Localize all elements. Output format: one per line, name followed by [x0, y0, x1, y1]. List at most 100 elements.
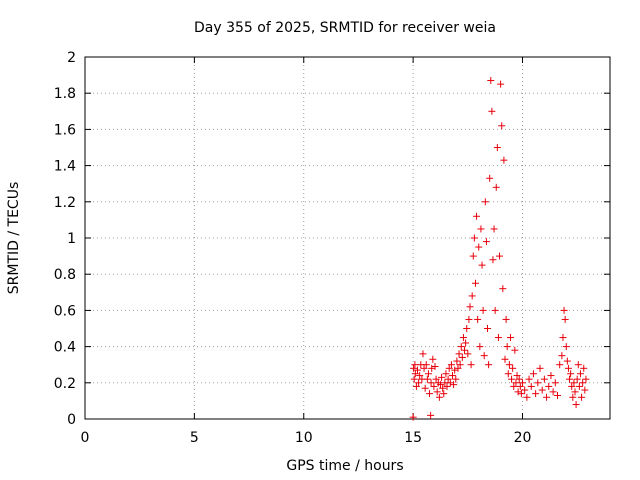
data-point — [513, 372, 521, 380]
data-point — [547, 372, 555, 380]
data-point — [430, 382, 438, 390]
data-point — [504, 370, 512, 378]
data-point — [440, 390, 448, 398]
y-tick-label: 0.6 — [54, 303, 76, 319]
data-point — [562, 343, 570, 351]
data-point — [510, 382, 518, 390]
data-point — [456, 361, 464, 369]
data-point — [554, 391, 561, 399]
y-tick-label: 0 — [67, 412, 76, 428]
data-point — [516, 382, 524, 390]
axis-ticks: 00.20.40.60.811.21.41.61.820 5 10 15 20 — [54, 50, 610, 446]
data-point — [492, 183, 500, 191]
data-point — [568, 382, 576, 390]
data-point — [536, 364, 544, 372]
data-point — [450, 381, 458, 389]
data-point — [560, 306, 568, 314]
chart-title: Day 355 of 2025, SRMTID for receiver wei… — [194, 20, 496, 36]
x-tick-label: 0 — [81, 430, 90, 446]
x-tick-label: 15 — [404, 430, 422, 446]
data-point — [446, 379, 454, 387]
data-point — [551, 379, 559, 387]
data-point — [501, 355, 509, 363]
data-point — [543, 393, 551, 401]
data-point — [556, 361, 564, 369]
data-point — [582, 375, 590, 383]
data-point — [439, 384, 447, 392]
data-point — [578, 393, 586, 401]
data-point — [475, 243, 483, 251]
data-point — [563, 357, 571, 365]
data-point — [419, 350, 427, 358]
data-point — [474, 315, 482, 323]
data-point — [422, 361, 430, 369]
data-point — [481, 198, 489, 206]
data-point — [469, 252, 477, 260]
data-point — [429, 355, 437, 363]
data-point — [538, 386, 546, 394]
y-tick-label: 0.4 — [54, 340, 76, 356]
data-point — [415, 379, 423, 387]
data-point — [480, 352, 488, 360]
data-point — [523, 393, 531, 401]
y-tick-label: 0.8 — [54, 267, 76, 283]
data-point — [506, 334, 514, 342]
data-point — [473, 212, 481, 220]
data-point — [573, 375, 581, 383]
data-point — [452, 375, 460, 383]
x-tick-label: 20 — [514, 430, 532, 446]
x-axis-label: GPS time / hours — [286, 458, 403, 474]
y-tick-label: 1 — [67, 231, 76, 247]
plot-frame — [84, 56, 611, 420]
y-tick-label: 1.6 — [54, 122, 76, 138]
y-tick-label: 2 — [67, 50, 76, 66]
data-point — [576, 370, 584, 378]
data-point — [409, 413, 417, 421]
data-point — [476, 343, 484, 351]
data-point — [561, 315, 569, 323]
data-point — [484, 325, 491, 332]
data-point — [445, 364, 453, 372]
data-point — [497, 80, 505, 88]
data-point — [427, 379, 435, 387]
data-point — [424, 370, 432, 378]
x-tick-label: 5 — [190, 430, 199, 446]
data-point — [453, 357, 461, 365]
data-point — [499, 285, 507, 293]
data-point — [567, 370, 575, 378]
data-series — [409, 77, 590, 421]
data-point — [559, 334, 567, 342]
data-point — [509, 364, 517, 372]
data-point — [477, 225, 485, 233]
data-point — [491, 306, 499, 314]
data-point — [502, 315, 510, 323]
data-point — [575, 382, 583, 390]
data-point — [534, 379, 542, 387]
data-point — [532, 390, 540, 398]
data-point — [416, 372, 424, 380]
data-point — [431, 363, 439, 371]
data-point — [455, 350, 463, 358]
data-point — [512, 379, 520, 387]
data-point — [436, 381, 444, 389]
data-point — [488, 107, 496, 115]
data-point — [447, 361, 455, 369]
data-point — [581, 386, 589, 394]
data-point — [515, 375, 523, 383]
data-point — [414, 366, 421, 374]
data-point — [579, 379, 587, 387]
data-point — [503, 343, 511, 351]
data-point — [545, 382, 553, 390]
data-point — [442, 370, 450, 378]
data-point — [411, 370, 419, 378]
data-point — [470, 234, 478, 242]
data-point — [458, 353, 466, 361]
data-point — [412, 382, 420, 390]
data-point — [570, 379, 578, 387]
data-point — [432, 375, 440, 383]
data-point — [572, 401, 580, 409]
data-point — [487, 77, 495, 85]
data-point — [454, 364, 462, 372]
data-point — [426, 390, 434, 398]
